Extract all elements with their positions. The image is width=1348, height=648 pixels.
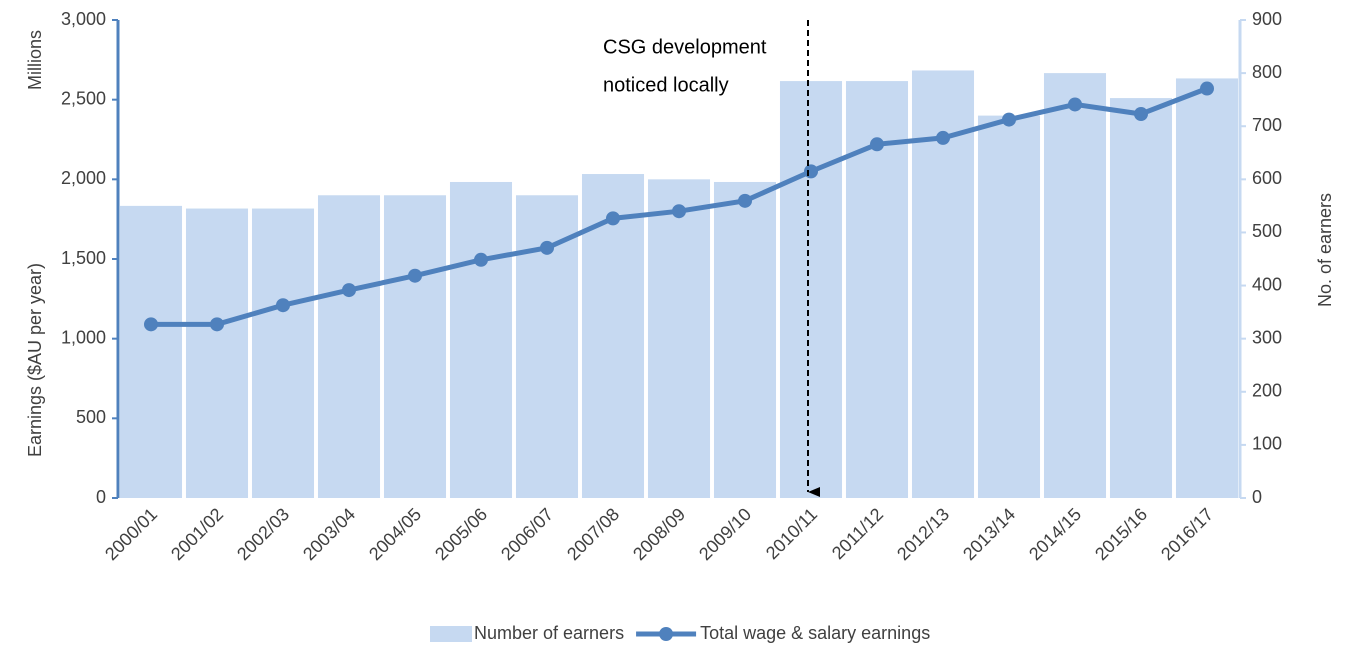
bar [317, 195, 381, 498]
line-marker [144, 317, 158, 332]
legend-label: Total wage & salary earnings [700, 623, 930, 643]
y2-tick-label: 600 [1252, 168, 1282, 188]
bar [977, 115, 1041, 498]
bar [1175, 78, 1239, 498]
line-marker [1134, 107, 1148, 122]
x-tick-label: 2005/06 [431, 504, 491, 564]
legend-swatch [659, 627, 674, 641]
line-marker [1200, 81, 1214, 96]
x-tick-label: 2007/08 [563, 504, 623, 564]
line-marker [1068, 97, 1082, 112]
x-tick-label: 2000/01 [101, 504, 161, 564]
bar [251, 208, 315, 499]
line-marker [276, 298, 290, 313]
y2-tick-label: 700 [1252, 115, 1282, 135]
line-marker [672, 204, 686, 219]
line-marker [738, 193, 752, 208]
x-tick-label: 2002/03 [233, 504, 293, 564]
y2-tick-label: 0 [1252, 487, 1262, 507]
line-marker [540, 240, 554, 255]
y2-tick-label: 500 [1252, 221, 1282, 241]
x-tick-label: 2003/04 [299, 504, 359, 564]
y-tick-label: 1,000 [61, 327, 106, 347]
y2-tick-label: 100 [1252, 434, 1282, 454]
x-tick-label: 2009/10 [695, 504, 755, 564]
legend-label: Number of earners [474, 623, 624, 643]
x-tick-label: 2013/14 [959, 504, 1019, 564]
y-tick-label: 500 [76, 407, 106, 427]
bar [185, 208, 249, 499]
bar [1109, 98, 1173, 498]
x-tick-label: 2012/13 [893, 504, 953, 564]
line-marker [210, 317, 224, 332]
y-tick-label: 0 [96, 487, 106, 507]
y2-axis-title: No. of earners [1315, 193, 1335, 307]
line-marker [936, 130, 950, 145]
y-tick-label: 3,000 [61, 9, 106, 29]
x-tick-label: 2011/12 [828, 504, 887, 563]
y-axis-title: Earnings ($AU per year) [25, 263, 45, 457]
y2-tick-label: 900 [1252, 9, 1282, 29]
line-marker [606, 211, 620, 226]
x-tick-label: 2004/05 [365, 504, 425, 564]
line-marker [870, 137, 884, 152]
y2-tick-label: 400 [1252, 274, 1282, 294]
bar [383, 195, 447, 498]
annotation-text: CSG development [603, 36, 767, 58]
x-tick-label: 2001/02 [167, 504, 227, 564]
x-tick-label: 2014/15 [1025, 504, 1085, 564]
line-marker [474, 252, 488, 267]
bar [647, 179, 711, 499]
line-marker [408, 268, 422, 283]
y-tick-label: 2,000 [61, 168, 106, 188]
y2-tick-label: 800 [1252, 62, 1282, 82]
line-marker [1002, 112, 1016, 127]
bar [1043, 73, 1107, 498]
bar [449, 181, 513, 498]
x-tick-label: 2006/07 [497, 504, 557, 564]
y-axis-unit: Millions [25, 30, 45, 90]
line-marker [342, 283, 356, 298]
x-tick-label: 2010/11 [762, 504, 821, 563]
x-tick-label: 2016/17 [1157, 504, 1217, 564]
line-marker [804, 164, 818, 179]
legend-swatch [430, 626, 472, 642]
bar [119, 205, 183, 498]
y-tick-label: 2,500 [61, 88, 106, 108]
x-tick-label: 2008/09 [629, 504, 689, 564]
bar [779, 81, 843, 499]
y-tick-label: 1,500 [61, 248, 106, 268]
y2-tick-label: 200 [1252, 381, 1282, 401]
bar [713, 181, 777, 498]
annotation-text: noticed locally [603, 74, 729, 96]
x-tick-label: 2015/16 [1091, 504, 1151, 564]
y2-tick-label: 300 [1252, 327, 1282, 347]
